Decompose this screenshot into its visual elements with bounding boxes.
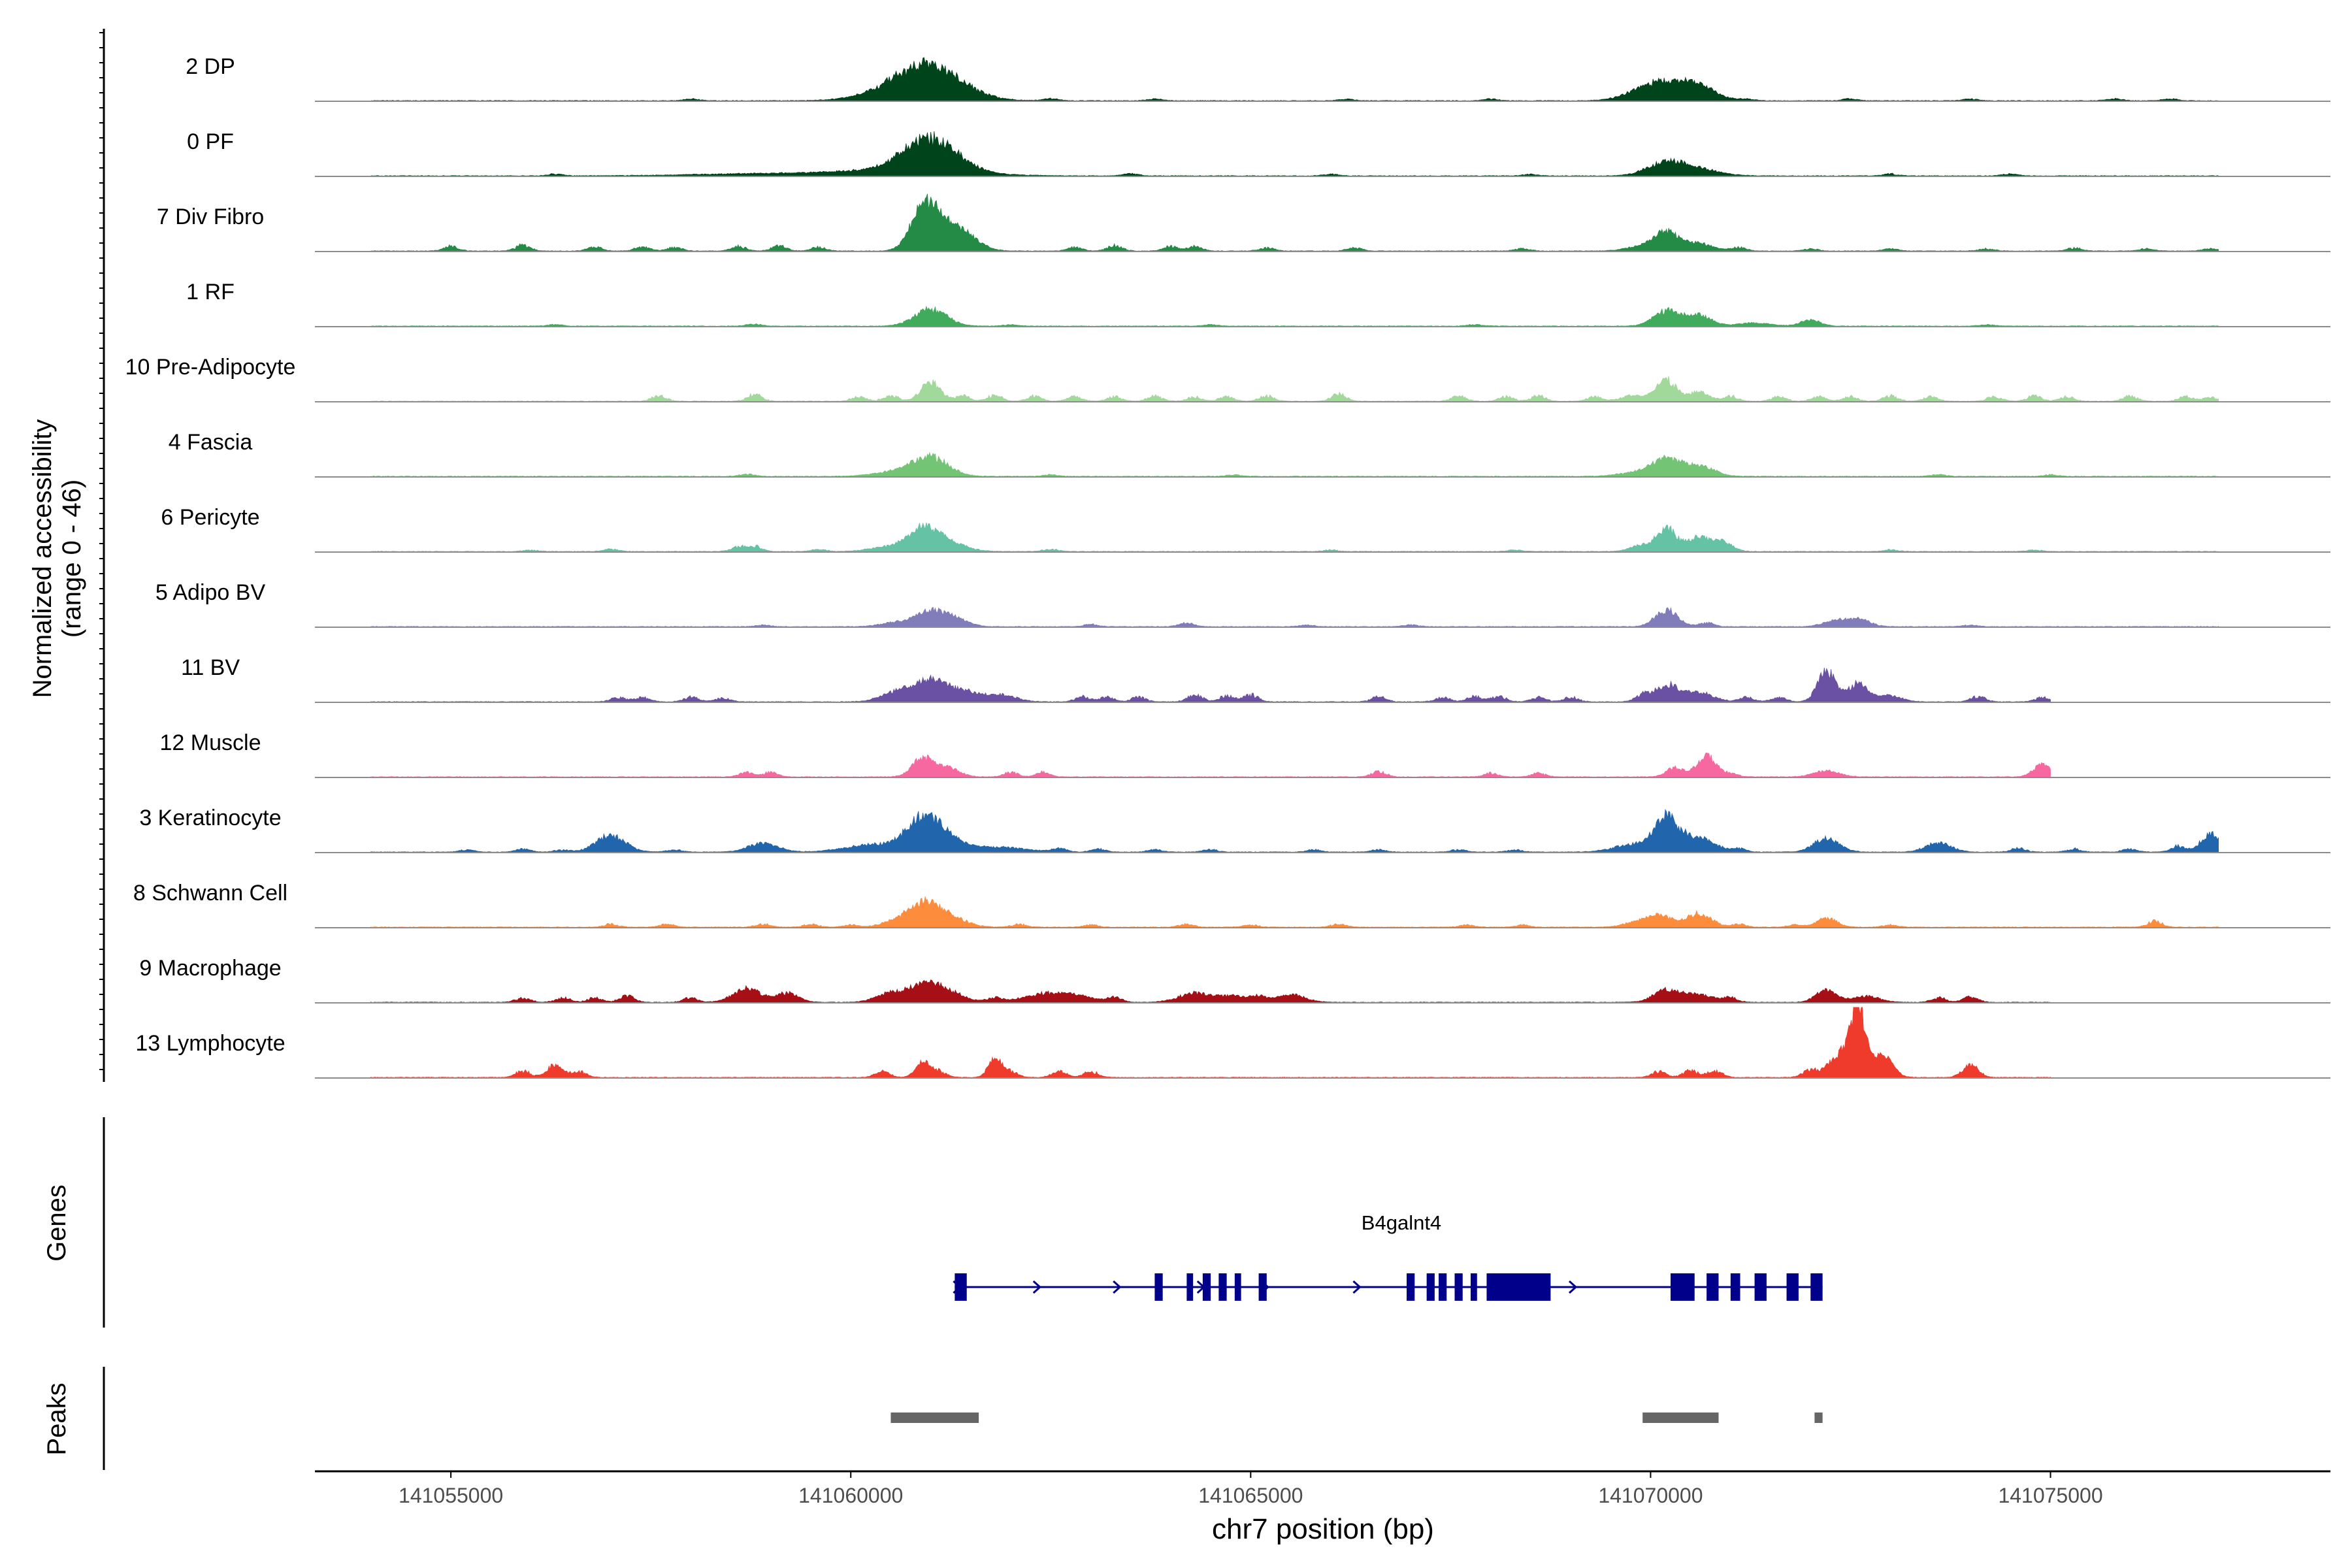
coverage-area xyxy=(370,809,2219,853)
coverage-area xyxy=(370,752,2051,778)
gene-track: B4galnt4 xyxy=(953,1211,1823,1301)
gene-exon xyxy=(1671,1273,1695,1301)
coverage-area xyxy=(370,451,2219,478)
track-8-schwann-cell: 8 Schwann Cell xyxy=(133,881,2330,928)
track-11-bv: 11 BV xyxy=(181,655,2330,703)
gene-exon xyxy=(1439,1273,1447,1301)
strand-arrow xyxy=(1113,1280,1122,1294)
track-3-keratinocyte: 3 Keratinocyte xyxy=(139,806,2330,853)
x-tick-label: 141075000 xyxy=(1998,1484,2102,1507)
strand-arrow xyxy=(1352,1280,1362,1294)
track-label: 11 BV xyxy=(181,655,240,680)
gene-exon xyxy=(1470,1273,1477,1301)
track-0-pf: 0 PF xyxy=(187,129,2330,177)
track-4-fascia: 4 Fascia xyxy=(169,430,2330,478)
gene-exon xyxy=(1454,1273,1463,1301)
track-label: 6 Pericyte xyxy=(161,505,259,530)
x-tick-label: 141055000 xyxy=(399,1484,503,1507)
track-6-pericyte: 6 Pericyte xyxy=(161,505,2330,553)
track-label: 0 PF xyxy=(187,129,234,154)
x-ticks: 141055000 141060000 141065000 141070000 1410… xyxy=(399,1471,2103,1507)
track-label: 12 Muscle xyxy=(160,730,261,755)
gene-exon xyxy=(1730,1273,1740,1301)
track-12-muscle: 12 Muscle xyxy=(160,730,2330,778)
gene-exon xyxy=(1486,1273,1551,1301)
peak-region xyxy=(890,1413,979,1423)
coverage-area xyxy=(370,131,2219,177)
track-label: 13 Lymphocyte xyxy=(135,1031,285,1056)
gene-exon xyxy=(1426,1273,1435,1301)
gene-exon xyxy=(955,1273,967,1301)
x-tick-label: 141060000 xyxy=(798,1484,903,1507)
y-axis-label: Normalized accessibility xyxy=(28,419,57,698)
track-label: 1 RF xyxy=(186,280,235,304)
track-label: 7 Div Fibro xyxy=(157,204,264,229)
coverage-area xyxy=(370,305,2219,327)
coverage-area xyxy=(370,57,2219,102)
gene-exon xyxy=(1202,1273,1211,1301)
track-label: 3 Keratinocyte xyxy=(139,806,281,830)
gene-exon xyxy=(1258,1273,1267,1301)
track-label: 10 Pre-Adipocyte xyxy=(125,355,296,380)
gene-exon xyxy=(1786,1273,1799,1301)
y-axis-title: Normalized accessibility (range 0 - 46) xyxy=(28,419,86,698)
gene-name-label: B4galnt4 xyxy=(1362,1211,1441,1234)
track-9-macrophage: 9 Macrophage xyxy=(139,956,2330,1004)
coverage-area xyxy=(370,522,2219,553)
track-2-dp: 2 DP xyxy=(186,54,2330,102)
track-5-adipo-bv: 5 Adipo BV xyxy=(155,580,2330,628)
accessibility-tracks: 2 DP 0 PF 7 Div Fibro 1 RF 10 Pre-Adipocyte 4… xyxy=(125,54,2330,1079)
peak-region xyxy=(1642,1413,1719,1423)
track-label: 9 Macrophage xyxy=(139,956,281,981)
track-label: 4 Fascia xyxy=(169,430,253,455)
gene-exon xyxy=(1154,1273,1163,1301)
x-tick-label: 141070000 xyxy=(1598,1484,1703,1507)
track-1-rf: 1 RF xyxy=(186,280,2330,327)
gene-exon xyxy=(1218,1273,1227,1301)
coverage-area xyxy=(370,606,2219,628)
track-label: 5 Adipo BV xyxy=(155,580,266,605)
track-label: 2 DP xyxy=(186,54,235,79)
coverage-area xyxy=(370,193,2219,252)
left-axes xyxy=(99,29,105,1470)
coverage-area xyxy=(370,1007,2051,1079)
x-axis-label: chr7 position (bp) xyxy=(1212,1513,1434,1545)
gene-exon xyxy=(1754,1273,1767,1301)
track-10-pre-adipocyte: 10 Pre-Adipocyte xyxy=(125,355,2330,402)
x-tick-label: 141065000 xyxy=(1198,1484,1303,1507)
gene-exon xyxy=(1186,1273,1194,1301)
strand-arrow xyxy=(1568,1280,1578,1294)
gene-exon xyxy=(1234,1273,1241,1301)
x-axis: 141055000 141060000 141065000 141070000 1410… xyxy=(315,1470,2330,1545)
coverage-area xyxy=(370,668,2051,703)
gene-exon xyxy=(1707,1273,1719,1301)
track-label: 8 Schwann Cell xyxy=(133,881,287,906)
coverage-area xyxy=(370,979,2051,1004)
gene-exon xyxy=(1810,1273,1823,1301)
track-7-div-fibro: 7 Div Fibro xyxy=(157,193,2330,252)
coverage-area xyxy=(370,376,2219,402)
gene-exon xyxy=(1407,1273,1415,1301)
peak-region xyxy=(1814,1413,1823,1423)
peak-track xyxy=(890,1413,1823,1423)
accessibility-y-ticks xyxy=(99,32,104,1070)
track-13-lymphocyte: 13 Lymphocyte xyxy=(135,1007,2330,1079)
y-axis-sublabel: (range 0 - 46) xyxy=(57,480,86,638)
genes-label: Genes xyxy=(42,1184,71,1262)
coverage-area xyxy=(370,896,2219,928)
strand-arrow xyxy=(1032,1280,1042,1294)
peaks-label: Peaks xyxy=(42,1382,71,1455)
